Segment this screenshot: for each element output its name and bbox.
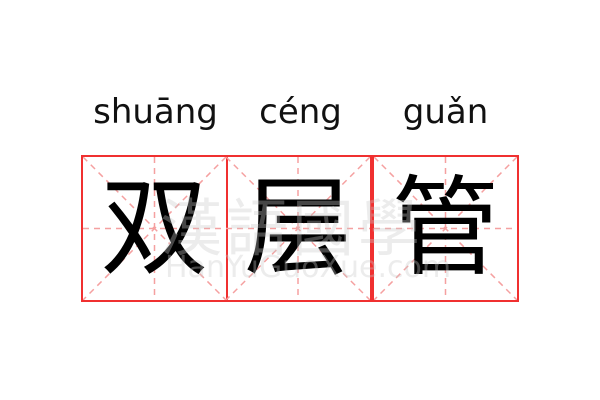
guide-grid	[226, 157, 370, 300]
guide-grid	[83, 157, 226, 300]
character-1: 双	[100, 166, 209, 291]
char-box-2: 层	[226, 155, 372, 302]
pinyin-2: céng	[259, 92, 342, 132]
pinyin-3: guǎn	[402, 92, 489, 132]
guide-grid	[374, 157, 517, 300]
char-box-3: 管	[372, 155, 519, 302]
character-2: 层	[243, 166, 352, 291]
pinyin-1: shuāng	[93, 92, 218, 132]
character-3: 管	[391, 166, 500, 291]
char-box-1: 双	[81, 155, 228, 302]
